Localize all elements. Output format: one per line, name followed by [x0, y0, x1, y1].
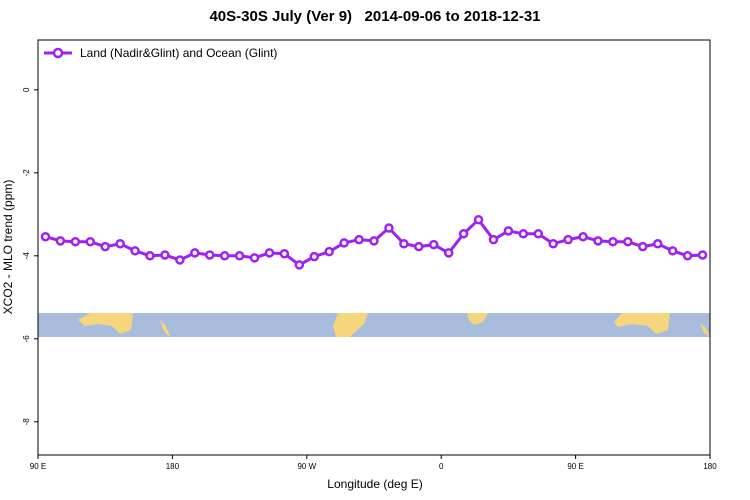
data-point — [533, 229, 544, 239]
data-point — [458, 229, 469, 239]
data-point — [115, 239, 125, 249]
data-point — [399, 239, 409, 249]
data-point — [40, 231, 51, 242]
x-tick-label: 90 E — [567, 462, 583, 471]
data-point — [473, 214, 484, 225]
chart-title: 40S-30S July (Ver 9) 2014-09-06 to 2018-… — [209, 8, 540, 25]
y-axis-label: XCO2 - MLO trend (ppm) — [1, 180, 15, 315]
x-tick-label: 90 E — [30, 462, 46, 471]
x-tick-label: 0 — [439, 462, 444, 471]
y-tick-label: -4 — [22, 252, 31, 260]
data-point — [294, 260, 305, 270]
data-point — [175, 255, 185, 265]
data-point — [204, 250, 215, 260]
data-point — [443, 248, 454, 258]
legend-label: Land (Nadir&Glint) and Ocean (Glint) — [80, 46, 277, 60]
data-point — [85, 236, 96, 247]
data-point — [384, 223, 394, 233]
data-point — [593, 236, 603, 246]
x-tick-label: 180 — [703, 462, 717, 471]
data-point — [682, 251, 693, 261]
data-point — [309, 251, 320, 262]
data-point — [324, 246, 334, 257]
legend-swatch-marker — [52, 47, 64, 59]
data-point — [70, 236, 81, 247]
data-point — [190, 248, 200, 258]
y-tick-label: 0 — [22, 87, 31, 92]
data-point — [428, 239, 439, 250]
data-point — [55, 236, 66, 246]
plot-frame — [37, 39, 711, 456]
y-tick-label: -8 — [22, 418, 31, 426]
data-point — [339, 238, 349, 248]
data-point — [518, 229, 529, 239]
data-point — [160, 250, 170, 260]
data-point — [414, 241, 424, 252]
y-tick-label: -2 — [22, 169, 31, 177]
data-point — [219, 251, 230, 261]
data-point — [130, 246, 140, 256]
data-point — [100, 241, 110, 252]
data-point — [697, 250, 708, 260]
y-tick-label: -6 — [22, 335, 31, 343]
data-point — [638, 241, 648, 252]
data-point — [548, 239, 558, 249]
data-point — [488, 234, 499, 245]
x-axis-label: Longitude (deg E) — [327, 477, 422, 491]
map-strip — [38, 313, 710, 337]
data-point — [354, 234, 364, 245]
x-tick-label: 90 W — [297, 462, 316, 471]
data-point — [503, 226, 514, 236]
data-point — [563, 234, 573, 245]
data-point — [652, 239, 663, 249]
data-point — [249, 253, 260, 263]
data-point — [608, 236, 618, 247]
data-point — [279, 248, 290, 259]
data-point — [667, 246, 678, 256]
data-point — [623, 236, 633, 247]
data-point — [234, 251, 245, 261]
data-point — [578, 231, 588, 242]
data-point — [264, 248, 275, 258]
data-point — [145, 251, 155, 261]
data-point — [369, 236, 379, 246]
x-tick-label: 180 — [166, 462, 180, 471]
